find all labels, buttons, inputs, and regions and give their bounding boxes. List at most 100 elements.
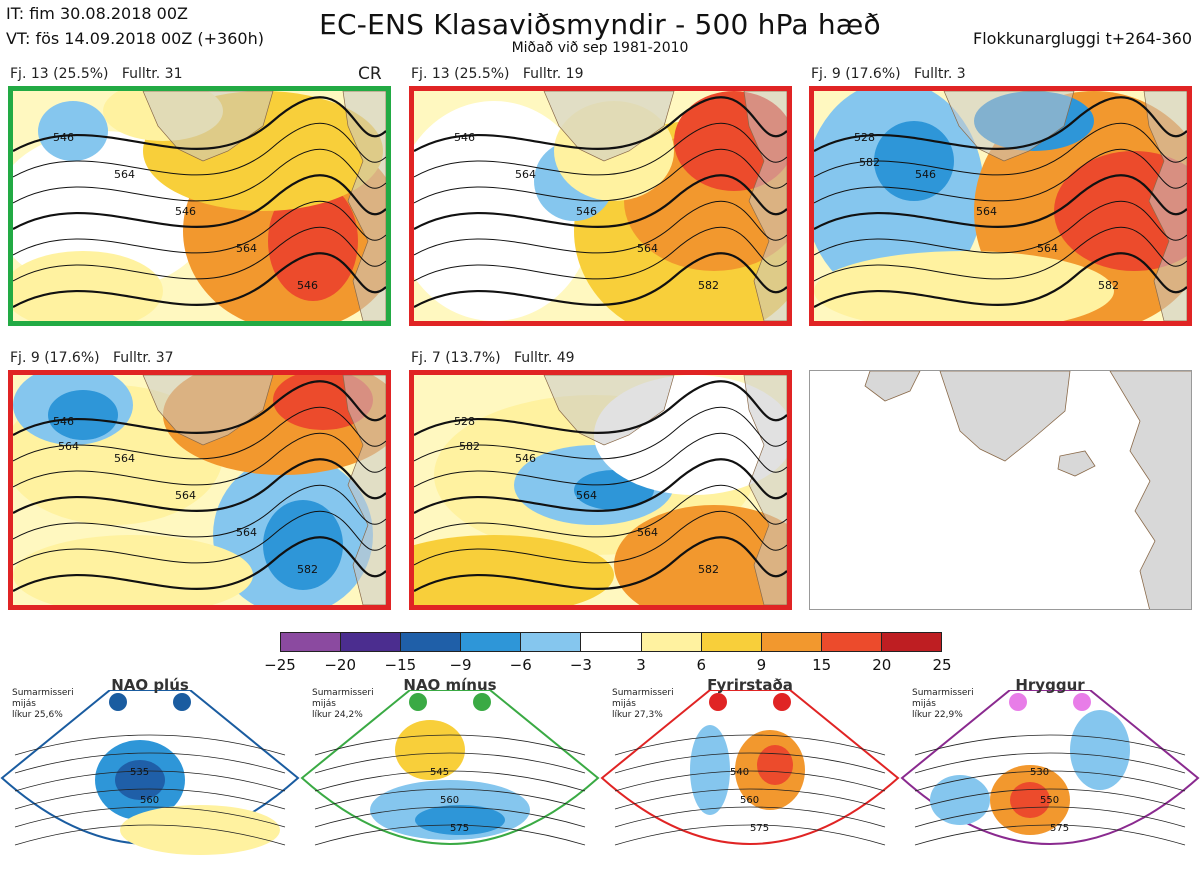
anomaly-area	[13, 251, 163, 321]
contour-label: 564	[114, 452, 135, 465]
regime-contour-label: 575	[750, 823, 769, 834]
cluster-map-5: 528 546 564 564 582 582	[409, 370, 792, 610]
height-contour	[814, 122, 1187, 178]
regime-info: líkur 22,9%	[912, 710, 963, 720]
regime-contour-label: 540	[730, 767, 749, 778]
regime-map: 530 550 575	[900, 689, 1200, 846]
contour-label: 582	[698, 279, 719, 292]
colorbar-cell	[821, 633, 882, 651]
height-contour	[814, 200, 1187, 256]
regime-name: Hryggur	[1015, 676, 1085, 694]
regime-info: Sumarmisseri	[912, 688, 974, 698]
page-title: EC-ENS Klasaviðsmyndir - 500 hPa hæð	[319, 8, 881, 41]
anomaly-area	[414, 535, 614, 605]
colorbar-cell	[521, 633, 582, 651]
colorbar-cell	[761, 633, 822, 651]
contour-label: 564	[637, 242, 658, 255]
height-contour	[414, 174, 787, 230]
height-contour	[814, 148, 1187, 204]
regime-contour	[914, 770, 1186, 792]
regime-anomaly	[415, 805, 505, 835]
regime-info: Sumarmisseri	[312, 688, 374, 698]
contour-label: 564	[1037, 242, 1058, 255]
colorbar-tick: 3	[636, 656, 646, 674]
cluster-map-1: 546 564 546 564 546	[8, 86, 391, 326]
height-contour	[414, 510, 787, 566]
regime-contour	[314, 734, 586, 756]
contour-label: 582	[698, 563, 719, 576]
height-contour	[414, 484, 787, 540]
contour-label: 564	[976, 205, 997, 218]
colorbar-tick: 6	[696, 656, 707, 674]
contour-label: 546	[53, 131, 74, 144]
height-contour	[414, 96, 787, 152]
contour-label: 546	[175, 205, 196, 218]
regime-anomaly	[1010, 782, 1050, 818]
regime-1: 535 560	[0, 689, 300, 890]
regime-name: NAO plús	[111, 676, 189, 694]
height-contour	[414, 536, 787, 592]
colorbar-cell	[641, 633, 702, 651]
contour-label: 564	[637, 526, 658, 539]
height-contour	[13, 536, 386, 592]
regime-contour-label: 550	[1040, 795, 1059, 806]
contour-label: 582	[297, 563, 318, 576]
colorbar-tick: −15	[384, 656, 417, 674]
anomaly-area	[268, 181, 358, 301]
panel-label: Fj. 13 (25.5%) Fulltr. 19	[411, 66, 584, 82]
height-contour	[13, 252, 386, 308]
colorbar	[280, 632, 942, 652]
colorbar-tick: −25	[264, 656, 296, 674]
greenland-outline	[142, 91, 274, 162]
contour-label: 582	[1098, 279, 1119, 292]
contour-label: 564	[576, 489, 597, 502]
regime-info: líkur 27,3%	[612, 710, 663, 720]
height-contour	[13, 122, 386, 178]
height-contour	[13, 148, 386, 204]
height-contour	[414, 148, 787, 204]
regime-contour	[614, 824, 886, 846]
colorbar-tick: 25	[932, 656, 952, 674]
regime-contour	[314, 788, 586, 810]
anomaly-map: 528 546 564 564 582 582	[414, 375, 787, 605]
contour-label: 528	[854, 131, 875, 144]
europe-outline	[342, 91, 386, 321]
regime-2: 545 560 575	[300, 689, 600, 890]
height-contour	[814, 96, 1187, 152]
height-contour	[814, 226, 1187, 282]
height-contour	[13, 458, 386, 514]
colorbar-tick: −6	[509, 656, 532, 674]
regime-contour	[614, 752, 886, 774]
regime-contour	[914, 806, 1186, 828]
cluster-map-4: 546 564 564 564 582 564	[8, 370, 391, 610]
regime-contour	[914, 824, 1186, 846]
europe-outline	[342, 375, 386, 605]
contour-label: 546	[576, 205, 597, 218]
regime-anomaly	[690, 725, 730, 815]
cluster-map-3: 528 546 564 564 582 582	[809, 86, 1192, 326]
height-contour	[814, 252, 1187, 308]
colorbar-tick: 20	[872, 656, 892, 674]
regime-contour-label: 545	[430, 767, 449, 778]
regime-anomaly	[757, 745, 793, 785]
colorbar-cell	[341, 633, 402, 651]
land-map	[864, 371, 1191, 609]
anomaly-map: 546 564 546 564 582	[414, 91, 787, 321]
regime-marker	[1073, 693, 1091, 711]
anomaly-map: 546 564 546 564 546	[13, 91, 386, 321]
valid-time: VT: fös 14.09.2018 00Z (+360h)	[6, 29, 264, 48]
height-contour	[13, 174, 386, 230]
greenland-outline	[543, 375, 675, 446]
height-contour	[414, 226, 787, 282]
regime-marker	[173, 693, 191, 711]
regime-contour	[14, 770, 286, 792]
height-contour	[414, 200, 787, 256]
regime-marker	[773, 693, 791, 711]
regime-4: 530 550 575	[900, 689, 1200, 890]
colorbar-cell	[581, 633, 642, 651]
greenland-outline	[543, 91, 675, 162]
regime-info: mijás	[312, 699, 336, 709]
colorbar-tick: 15	[812, 656, 832, 674]
height-contour	[414, 122, 787, 178]
regime-contour-label: 535	[130, 767, 149, 778]
